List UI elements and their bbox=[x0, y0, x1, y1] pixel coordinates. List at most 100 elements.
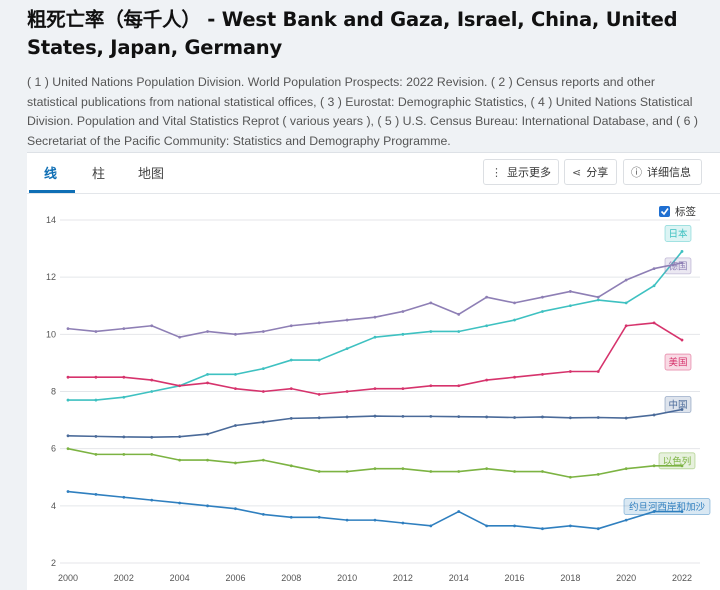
data-point[interactable] bbox=[373, 387, 377, 391]
data-point[interactable] bbox=[680, 261, 684, 265]
data-point[interactable] bbox=[261, 367, 265, 371]
data-point[interactable] bbox=[457, 384, 461, 388]
data-point[interactable] bbox=[234, 372, 237, 376]
data-point[interactable] bbox=[289, 515, 293, 519]
data-point[interactable] bbox=[317, 470, 321, 473]
data-point[interactable] bbox=[457, 330, 461, 333]
data-point[interactable] bbox=[429, 384, 433, 388]
data-point[interactable] bbox=[261, 330, 265, 333]
data-point[interactable] bbox=[401, 467, 405, 471]
data-point[interactable] bbox=[317, 321, 321, 325]
data-point[interactable] bbox=[373, 315, 377, 319]
data-point[interactable] bbox=[234, 387, 237, 391]
data-point[interactable] bbox=[317, 515, 321, 519]
data-point[interactable] bbox=[513, 524, 516, 528]
data-point[interactable] bbox=[206, 330, 209, 333]
data-point[interactable] bbox=[178, 384, 182, 388]
data-point[interactable] bbox=[289, 358, 293, 362]
data-point[interactable] bbox=[596, 416, 600, 419]
data-point[interactable] bbox=[624, 278, 628, 282]
data-point[interactable] bbox=[122, 395, 126, 399]
data-point[interactable] bbox=[373, 335, 377, 339]
data-point[interactable] bbox=[429, 414, 433, 418]
data-point[interactable] bbox=[652, 464, 656, 468]
data-point[interactable] bbox=[261, 420, 265, 424]
data-point[interactable] bbox=[345, 347, 349, 351]
data-point[interactable] bbox=[206, 458, 209, 462]
data-point[interactable] bbox=[94, 452, 98, 456]
series-line[interactable] bbox=[67, 490, 682, 530]
data-point[interactable] bbox=[401, 332, 405, 336]
data-point[interactable] bbox=[401, 387, 405, 391]
data-point[interactable] bbox=[596, 527, 600, 531]
data-point[interactable] bbox=[568, 475, 572, 479]
series-line[interactable] bbox=[67, 408, 683, 439]
tab-bar[interactable]: 柱 bbox=[92, 167, 106, 182]
data-point[interactable] bbox=[317, 358, 321, 362]
data-point[interactable] bbox=[234, 461, 237, 465]
data-point[interactable] bbox=[66, 375, 70, 379]
data-point[interactable] bbox=[596, 295, 600, 299]
data-point[interactable] bbox=[94, 434, 98, 438]
data-point[interactable] bbox=[680, 464, 684, 468]
data-point[interactable] bbox=[317, 416, 321, 420]
data-point[interactable] bbox=[652, 284, 656, 288]
share-button[interactable]: ⋖ 分享 bbox=[564, 159, 617, 185]
data-point[interactable] bbox=[66, 447, 70, 451]
labels-checkbox[interactable] bbox=[659, 206, 670, 217]
data-point[interactable] bbox=[94, 398, 98, 402]
data-point[interactable] bbox=[652, 413, 656, 417]
data-point[interactable] bbox=[513, 416, 516, 419]
data-point[interactable] bbox=[373, 518, 377, 522]
data-point[interactable] bbox=[234, 424, 237, 427]
data-point[interactable] bbox=[150, 390, 154, 393]
data-point[interactable] bbox=[261, 513, 265, 516]
data-point[interactable] bbox=[289, 324, 293, 328]
data-point[interactable] bbox=[373, 414, 377, 418]
data-point[interactable] bbox=[429, 524, 433, 528]
data-point[interactable] bbox=[485, 524, 489, 528]
data-point[interactable] bbox=[429, 330, 433, 333]
data-point[interactable] bbox=[150, 452, 154, 456]
data-point[interactable] bbox=[457, 312, 461, 316]
data-point[interactable] bbox=[401, 521, 405, 525]
data-point[interactable] bbox=[150, 378, 154, 382]
tab-line[interactable]: 线 bbox=[44, 167, 58, 182]
data-point[interactable] bbox=[541, 470, 544, 473]
data-point[interactable] bbox=[345, 470, 349, 473]
show-more-button[interactable]: ⋮ 显示更多 bbox=[483, 159, 559, 185]
data-point[interactable] bbox=[261, 390, 265, 393]
data-point[interactable] bbox=[150, 498, 154, 502]
data-point[interactable] bbox=[541, 372, 544, 376]
data-point[interactable] bbox=[66, 398, 70, 402]
data-point[interactable] bbox=[541, 527, 544, 531]
data-point[interactable] bbox=[596, 370, 600, 373]
data-point[interactable] bbox=[429, 470, 433, 473]
data-point[interactable] bbox=[94, 375, 98, 379]
series-line[interactable] bbox=[67, 262, 683, 338]
data-point[interactable] bbox=[513, 470, 516, 473]
data-point[interactable] bbox=[150, 324, 154, 328]
data-point[interactable] bbox=[206, 381, 209, 385]
data-point[interactable] bbox=[485, 378, 489, 382]
data-point[interactable] bbox=[289, 464, 293, 468]
data-point[interactable] bbox=[122, 452, 126, 456]
data-point[interactable] bbox=[178, 435, 182, 439]
data-point[interactable] bbox=[541, 310, 544, 313]
data-point[interactable] bbox=[234, 507, 237, 511]
data-point[interactable] bbox=[568, 304, 572, 308]
data-point[interactable] bbox=[485, 324, 489, 328]
data-point[interactable] bbox=[624, 467, 628, 471]
data-point[interactable] bbox=[401, 414, 405, 418]
data-point[interactable] bbox=[680, 338, 684, 342]
data-point[interactable] bbox=[624, 301, 628, 305]
data-point[interactable] bbox=[624, 416, 628, 420]
series-line[interactable] bbox=[68, 322, 683, 396]
labels-toggle[interactable]: 标签 bbox=[659, 205, 696, 218]
data-point[interactable] bbox=[680, 250, 684, 253]
data-point[interactable] bbox=[206, 372, 209, 376]
data-point[interactable] bbox=[206, 432, 209, 436]
series-line[interactable] bbox=[68, 250, 683, 401]
data-point[interactable] bbox=[178, 335, 182, 339]
data-point[interactable] bbox=[596, 298, 600, 302]
